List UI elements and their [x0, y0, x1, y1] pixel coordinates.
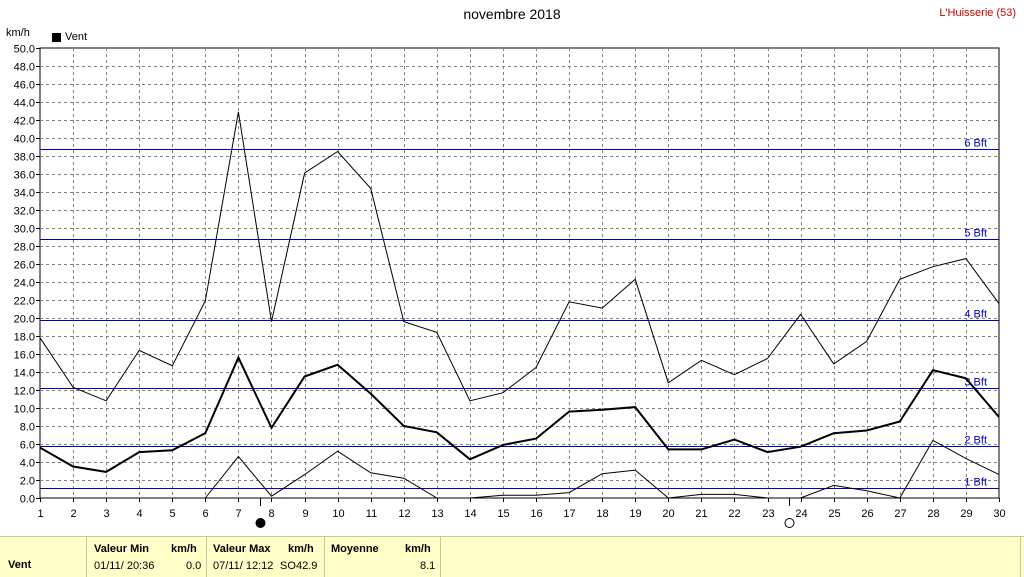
chart-title: novembre 2018 — [463, 6, 561, 22]
y-tick-label: 30.0 — [14, 224, 35, 236]
x-tick-label: 19 — [629, 508, 641, 520]
new-moon-icon — [255, 518, 266, 528]
x-tick-label: 15 — [497, 508, 509, 520]
y-tick-label: 28.0 — [14, 242, 35, 254]
beaufort-label: 5 Bft — [964, 228, 987, 240]
x-tick-label: 7 — [235, 508, 241, 520]
beaufort-label: 2 Bft — [964, 435, 987, 447]
x-tick-label: 14 — [464, 508, 476, 520]
x-tick-label: 25 — [828, 508, 840, 520]
y-tick-label: 34.0 — [14, 188, 35, 200]
x-tick-label: 28 — [927, 508, 939, 520]
series-line-min — [204, 439, 1000, 499]
y-tick-label: 42.0 — [14, 116, 35, 128]
y-tick-label: 18.0 — [14, 332, 35, 344]
stats-avg-header: Moyenne — [331, 543, 379, 555]
y-tick-label: 48.0 — [14, 62, 35, 74]
y-tick-label: 22.0 — [14, 296, 35, 308]
beaufort-label: 6 Bft — [964, 138, 987, 150]
x-tick-label: 9 — [302, 508, 308, 520]
stats-max-value: 42.9 — [296, 560, 318, 572]
x-tick-label: 3 — [103, 508, 109, 520]
x-tick-label: 12 — [398, 508, 410, 520]
stats-max-date: 07/11/ 12:12 — [213, 560, 274, 572]
stats-max-header: Valeur Max — [213, 543, 271, 555]
y-tick-label: 4.0 — [20, 458, 35, 470]
y-tick-label: 32.0 — [14, 206, 35, 218]
beaufort-label: 4 Bft — [964, 309, 987, 321]
y-tick-label: 50.0 — [14, 44, 35, 56]
beaufort-label: 3 Bft — [964, 377, 987, 389]
x-tick-label: 20 — [662, 508, 674, 520]
y-tick-label: 20.0 — [14, 314, 35, 326]
stats-min-value: 0.0 — [186, 560, 202, 572]
stats-max-cell: Valeur Max km/h 07/11/ 12:12 SO 42.9 — [206, 537, 325, 577]
x-tick-label: 18 — [596, 508, 608, 520]
x-tick-label: 29 — [960, 508, 972, 520]
x-tick-label: 23 — [762, 508, 774, 520]
stats-min-header: Valeur Min — [94, 543, 150, 555]
x-tick-label: 5 — [169, 508, 175, 520]
stats-divider-right — [1020, 537, 1021, 577]
wind-chart: 0.0 2.0 4.0 6.0 8.0 10.0 12.0 14.0 16.0 18.0 20.0 2… — [14, 44, 1006, 528]
y-tick-label: 36.0 — [14, 170, 35, 182]
plot-area — [39, 47, 1000, 499]
x-tick-label: 17 — [563, 508, 575, 520]
y-tick-label: 12.0 — [14, 386, 35, 398]
x-tick-label: 11 — [366, 508, 377, 520]
y-tick-label: 8.0 — [20, 422, 35, 434]
y-tick-label: 0.0 — [20, 494, 35, 506]
y-tick-label: 46.0 — [14, 80, 35, 92]
y-tick-label: 2.0 — [20, 476, 35, 488]
y-tick-label: 40.0 — [14, 134, 35, 146]
x-tick-label: 2 — [70, 508, 76, 520]
y-tick-label: 6.0 — [20, 440, 35, 452]
x-tick-label: 6 — [202, 508, 208, 520]
stats-avg-unit: km/h — [405, 543, 431, 555]
stats-avg-value: 8.1 — [420, 560, 436, 572]
stats-row-label: Vent — [8, 559, 32, 571]
y-tick-label: 14.0 — [14, 368, 35, 380]
x-tick-label: 22 — [728, 508, 740, 520]
stats-min-date: 01/11/ 20:36 — [94, 560, 155, 572]
x-tick-label: 21 — [695, 508, 707, 520]
x-tick-label: 10 — [332, 508, 344, 520]
y-axis-unit: km/h — [6, 27, 30, 39]
beaufort-label: 1 Bft — [964, 477, 987, 489]
series-line-avg — [39, 355, 1000, 473]
stats-max-dir: SO — [280, 560, 296, 572]
x-tick-label: 1 — [37, 508, 43, 520]
legend-swatch — [52, 32, 61, 42]
stats-divider — [440, 537, 441, 577]
legend: Vent — [52, 31, 87, 43]
stats-max-unit: km/h — [288, 543, 314, 555]
x-tick-label: 24 — [795, 508, 807, 520]
y-tick-label: 16.0 — [14, 350, 35, 362]
x-tick-label: 16 — [530, 508, 542, 520]
stats-min-unit: km/h — [171, 543, 197, 555]
stats-min-cell: Valeur Min km/h 01/11/ 20:36 0.0 — [86, 537, 207, 577]
station-name: L'Huisserie (53) — [939, 7, 1016, 19]
y-tick-label: 24.0 — [14, 278, 35, 290]
x-tick-label: 4 — [136, 508, 142, 520]
x-tick-label: 8 — [268, 508, 274, 520]
stats-avg-cell: Moyenne km/h 8.1 — [324, 537, 441, 577]
legend-label: Vent — [65, 31, 88, 43]
full-moon-icon — [784, 518, 795, 528]
series-line-max — [39, 111, 1000, 402]
y-tick-label: 44.0 — [14, 98, 35, 110]
x-tick-label: 27 — [894, 508, 906, 520]
x-tick-label: 30 — [993, 508, 1005, 520]
y-tick-label: 10.0 — [14, 404, 35, 416]
y-tick-label: 38.0 — [14, 152, 35, 164]
stats-panel: Vent Valeur Min km/h 01/11/ 20:36 0.0 Va… — [0, 536, 1024, 577]
x-tick-label: 26 — [861, 508, 873, 520]
y-tick-label: 26.0 — [14, 260, 35, 272]
x-tick-label: 13 — [431, 508, 443, 520]
